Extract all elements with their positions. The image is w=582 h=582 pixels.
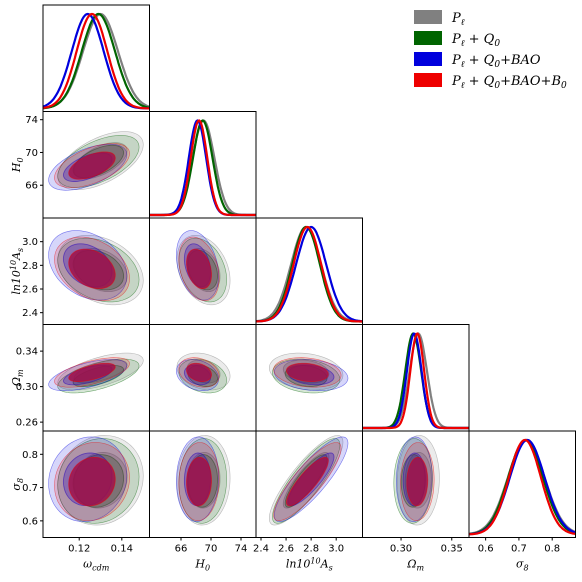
x-tick-label: 0.6 <box>478 544 494 555</box>
panel-Om-wcdm: 0.26 0.30 0.34 Ωm <box>10 324 150 432</box>
y-tick-label: 70 <box>25 148 38 159</box>
x-tick-label: 2.6 <box>278 544 294 555</box>
posterior-curve-Om-2 <box>362 332 469 430</box>
posterior-curve-lnAs-2 <box>256 225 363 323</box>
x-tick-label: 0.35 <box>441 544 463 555</box>
posterior-curve-Om-1 <box>362 332 469 430</box>
y-tick-label: 66 <box>25 181 38 192</box>
legend-swatch-1 <box>414 31 442 45</box>
panel-wcdm-wcdm <box>42 4 150 112</box>
legend: Pℓ Pℓ + Q0 Pℓ + Q0+BAO Pℓ + Q0+BAO+B0 <box>414 10 567 91</box>
contour-H0-wcdm-3-1 <box>68 151 116 180</box>
posterior-curve-lnAs-1 <box>256 225 363 323</box>
x-tick-label: 0.8 <box>544 544 560 555</box>
contour-Om-lnAs-3-1 <box>285 362 329 383</box>
x-tick-label: 74 <box>235 544 248 555</box>
y-tick-label: 0.26 <box>16 418 38 429</box>
y-axis-label-lnAs: ln1010As <box>9 248 25 295</box>
panel-s8-lnAs: 2.4 2.6 2.8 3.0 ln1010As <box>253 430 363 573</box>
legend-label-0: Pℓ <box>451 11 465 28</box>
x-axis-label-Om: Ωm <box>406 558 424 573</box>
y-tick-label: 0.7 <box>22 483 38 494</box>
x-tick-label: 2.4 <box>253 544 269 555</box>
y-tick-label: 0.34 <box>16 347 38 358</box>
panels-layer: 667074H02.42.62.83.0ln1010As0.260.300.34… <box>9 4 576 573</box>
y-tick-label: 2.8 <box>22 261 38 272</box>
panel-frame <box>468 430 576 538</box>
x-axis-label-lnAs: ln1010As <box>286 557 333 573</box>
posterior-curve-lnAs-0 <box>256 225 363 323</box>
x-tick-label: 2.8 <box>303 544 319 555</box>
y-tick-label: 0.8 <box>22 450 38 461</box>
y-axis-label-Om: Ωm <box>10 369 25 387</box>
contour-lnAs-wcdm-3-1 <box>68 248 116 290</box>
panel-s8-s8: 0.6 0.7 0.8 σ8 <box>468 430 576 573</box>
y-tick-label: 0.6 <box>22 516 38 527</box>
y-tick-label: 3.0 <box>22 237 38 248</box>
posterior-curve-s8-3 <box>469 438 576 536</box>
panel-H0-wcdm: 66 70 74 H0 <box>10 111 150 219</box>
posterior-curve-Om-0 <box>362 332 469 430</box>
legend-label-3: Pℓ + Q0+BAO+B0 <box>451 74 567 91</box>
panel-frame <box>42 4 150 112</box>
posterior-curve-wcdm-1 <box>43 12 150 110</box>
contour-s8-Om-3-1 <box>406 456 429 507</box>
panel-Om-lnAs <box>255 324 363 432</box>
x-tick-label: 66 <box>175 544 188 555</box>
y-axis-label-H0: H0 <box>10 157 25 173</box>
contour-lnAs-H0-3-1 <box>186 248 212 290</box>
y-tick-label: 0.30 <box>16 382 38 393</box>
x-axis-label-wcdm: ωcdm <box>83 558 110 573</box>
panel-H0-H0 <box>149 111 257 219</box>
posterior-curve-lnAs-3 <box>256 225 363 323</box>
y-tick-label: 74 <box>25 115 38 126</box>
posterior-curve-Om-3 <box>362 332 469 430</box>
x-tick-label: 3.0 <box>328 544 344 555</box>
legend-label-2: Pℓ + Q0+BAO <box>451 53 541 70</box>
x-tick-label: 0.14 <box>111 544 133 555</box>
x-tick-label: 0.7 <box>511 544 527 555</box>
x-axis-label-s8: σ8 <box>516 558 529 573</box>
panel-lnAs-lnAs <box>255 217 363 325</box>
legend-swatch-2 <box>414 52 442 66</box>
x-tick-label: 70 <box>205 544 218 555</box>
panel-lnAs-H0 <box>149 217 257 325</box>
panel-frame <box>255 217 363 325</box>
contour-s8-lnAs-3-1 <box>285 456 329 507</box>
panel-Om-H0 <box>149 324 257 432</box>
posterior-curve-s8-2 <box>469 438 576 536</box>
contour-s8-wcdm-3-1 <box>68 456 116 507</box>
x-tick-label: 0.30 <box>390 544 412 555</box>
posterior-curve-wcdm-3 <box>43 12 150 110</box>
legend-label-1: Pℓ + Q0 <box>451 32 500 49</box>
legend-swatch-0 <box>414 10 442 24</box>
panel-s8-Om: 0.30 0.35 Ωm <box>362 430 470 573</box>
contour-Om-H0-3-1 <box>186 362 212 383</box>
panel-s8-H0: 66 70 74 H0 <box>149 430 257 573</box>
y-axis-label-s8: σ8 <box>10 478 25 491</box>
x-tick-label: 0.12 <box>68 544 90 555</box>
contour-Om-wcdm-3-1 <box>68 362 116 383</box>
panel-Om-Om <box>362 324 470 432</box>
posterior-curve-H0-3 <box>149 119 256 217</box>
y-tick-label: 2.6 <box>22 285 38 296</box>
x-axis-label-H0: H0 <box>194 558 210 573</box>
legend-swatch-3 <box>414 73 442 87</box>
contour-s8-H0-3-1 <box>186 456 212 507</box>
y-tick-label: 2.4 <box>22 308 38 319</box>
